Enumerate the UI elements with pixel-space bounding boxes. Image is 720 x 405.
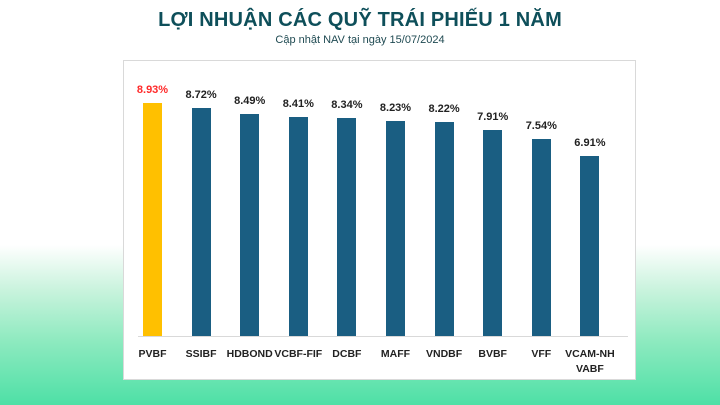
category-label: HDBOND [226, 348, 273, 360]
bar-vcbf-fif [288, 116, 308, 336]
bar-vndbf [434, 121, 454, 336]
data-label: 8.72% [185, 89, 217, 102]
category-label: VNDBF [426, 348, 463, 360]
bar-maff [386, 121, 405, 336]
category-label: SSIBF [185, 348, 217, 360]
data-label: 8.34% [331, 99, 363, 112]
category-label: MAFF [380, 348, 411, 360]
bar-chart: 8.93% PVBF 8.72% SSIBF 8.49% HDBOND 8.41% VCBF-… [123, 60, 636, 380]
data-label: 8.49% [234, 95, 266, 108]
chart-title: LỢI NHUẬN CÁC QUỸ TRÁI PHIẾU 1 NĂM [158, 9, 562, 31]
category-label: VCAM-NH VABF [565, 348, 615, 375]
bar-bvbf [483, 129, 503, 336]
data-label: 7.54% [525, 120, 557, 133]
bar-vcam-nh-vabf [580, 155, 600, 336]
category-label: BVBF [478, 348, 507, 360]
bar-vff [531, 139, 551, 336]
category-label: PVBF [138, 348, 167, 360]
data-label: 8.23% [379, 102, 412, 115]
category-label: VCBF-FIF [274, 348, 323, 360]
category-label: DCBF [332, 348, 362, 360]
data-label: 8.22% [428, 102, 460, 115]
bar-pvbf [143, 103, 162, 336]
data-label: 7.91% [477, 110, 509, 123]
bar-hdbond [240, 114, 260, 336]
x-axis-line [138, 336, 628, 337]
data-label: 8.41% [282, 97, 314, 110]
bar-dcbf [337, 118, 357, 336]
data-label: 8.93% [136, 84, 169, 96]
category-label: VFF [531, 348, 552, 360]
chart-subtitle: Cập nhật NAV tại ngày 15/07/2024 [275, 34, 445, 46]
bar-ssibf [191, 108, 211, 336]
data-label: 6.91% [574, 136, 606, 149]
